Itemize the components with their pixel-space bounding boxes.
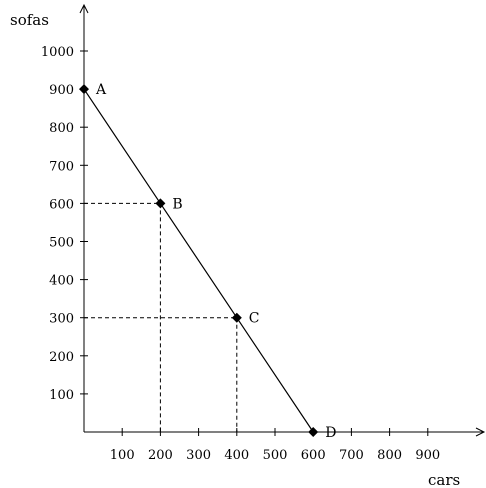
y-tick-label: 600: [49, 197, 74, 212]
point-label-a: A: [95, 82, 107, 98]
y-axis-arrow: [79, 3, 89, 14]
x-tick-label: 700: [339, 448, 364, 463]
x-tick-label: 200: [148, 448, 173, 463]
y-tick-label: 400: [49, 274, 74, 289]
x-tick-label: 800: [377, 448, 402, 463]
axes-group: [79, 3, 486, 437]
series-group: A B C D: [79, 82, 336, 441]
x-tick-label: 900: [415, 448, 440, 463]
point-label-b: B: [172, 196, 182, 212]
x-tick-label: 400: [224, 448, 249, 463]
point-marker-c: [231, 312, 242, 323]
x-tick-label: 300: [186, 448, 211, 463]
point-label-c: C: [249, 311, 260, 327]
x-tick-label: 100: [110, 448, 135, 463]
y-tick-label: 100: [49, 388, 74, 403]
y-axis-title: sofas: [10, 11, 49, 29]
point-marker-d: [308, 427, 319, 437]
x-axis-arrow: [475, 427, 486, 437]
y-tick-label: 800: [49, 121, 74, 136]
x-tick-label: 600: [301, 448, 326, 463]
guide-lines-group: [84, 202, 238, 432]
x-axis-title: cars: [428, 471, 460, 488]
y-tick-label: 300: [49, 312, 74, 327]
point-marker-a: [79, 84, 89, 95]
point-label-d: D: [325, 425, 336, 441]
x-tick-label: 500: [263, 448, 288, 463]
ppf-line: [83, 88, 314, 433]
y-tick-label: 700: [49, 159, 74, 174]
y-tick-label: 1000: [41, 45, 74, 60]
point-marker-b: [155, 198, 166, 209]
ticks-group: 100 200 300 400 500 600 700 800 900 1000 100 200 300…: [41, 45, 440, 463]
y-tick-label: 200: [49, 350, 74, 365]
y-tick-label: 500: [49, 236, 74, 251]
y-tick-label: 900: [49, 83, 74, 98]
